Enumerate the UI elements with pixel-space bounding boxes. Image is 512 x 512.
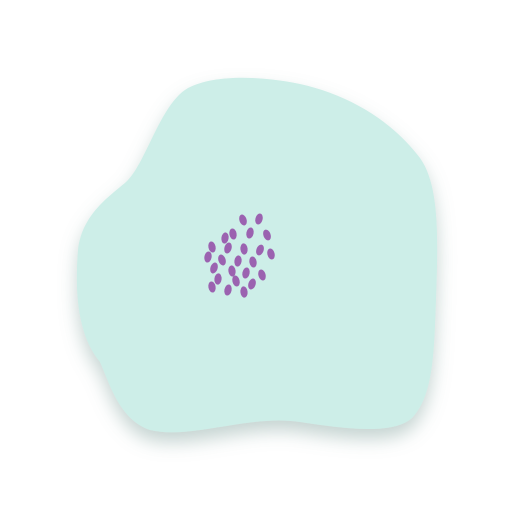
seed-dot bbox=[240, 286, 248, 298]
seed-dot bbox=[240, 243, 248, 255]
seed-dot bbox=[208, 281, 216, 293]
seed-dot bbox=[208, 241, 216, 253]
seed-dot bbox=[228, 265, 236, 277]
seed-dot bbox=[224, 242, 232, 254]
seed-dot bbox=[246, 227, 254, 239]
seed-dot bbox=[221, 232, 229, 244]
seed-dot bbox=[248, 278, 256, 290]
seed-dot bbox=[218, 254, 226, 266]
seed-dot bbox=[214, 273, 222, 285]
seed-cluster-icon bbox=[204, 213, 275, 298]
seed-dot bbox=[249, 256, 257, 268]
seed-dot bbox=[267, 248, 275, 260]
seed-dot bbox=[210, 262, 218, 274]
seed-dot bbox=[234, 255, 242, 267]
seed-dot bbox=[255, 213, 263, 225]
seed-dot bbox=[224, 284, 232, 296]
seed-dot bbox=[239, 214, 247, 226]
seed-dot bbox=[258, 269, 266, 281]
seed-dot bbox=[242, 267, 250, 279]
seed-dot bbox=[204, 251, 212, 263]
seed-dot bbox=[229, 228, 237, 240]
blob-shape-icon bbox=[76, 77, 438, 433]
seed-dot bbox=[256, 244, 264, 256]
seed-dot bbox=[232, 275, 240, 287]
seed-dot bbox=[263, 229, 271, 241]
